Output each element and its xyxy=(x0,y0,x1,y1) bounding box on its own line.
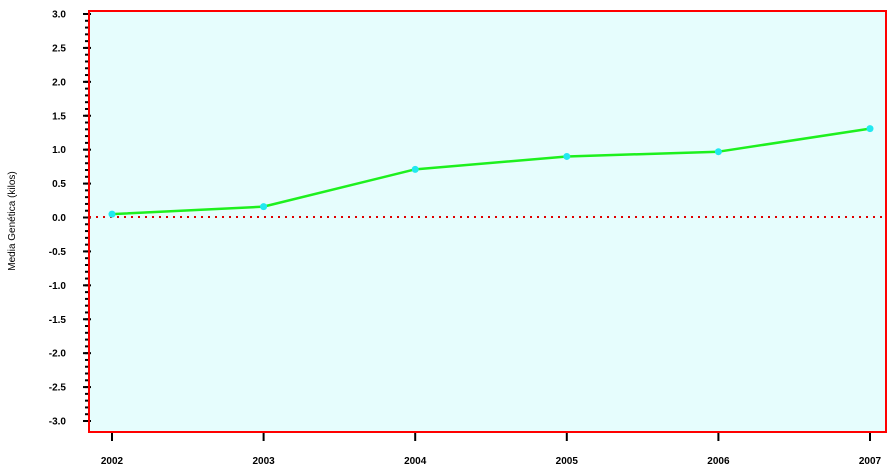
data-point xyxy=(714,148,722,156)
y-tick-label: 2.5 xyxy=(52,43,66,54)
y-tick-label: 1.0 xyxy=(52,145,66,156)
y-axis-ticks: 3.0 2.5 2.0 1.5 1.0 0.5 0.0 -0.5 -1.0 -1.5 -2.0 -2.… xyxy=(49,10,91,428)
y-tick-label: -1.5 xyxy=(49,315,67,326)
data-point xyxy=(563,152,571,160)
y-tick-label: -3.0 xyxy=(49,417,67,428)
y-tick-label: -1.0 xyxy=(49,281,67,292)
y-tick-label: 0.5 xyxy=(52,179,66,190)
y-tick-label: -2.0 xyxy=(49,349,67,360)
data-point xyxy=(411,165,419,173)
data-point xyxy=(866,125,874,133)
x-tick-label: 2005 xyxy=(556,456,579,467)
y-tick-label: -2.5 xyxy=(49,383,67,394)
x-tick-label: 2004 xyxy=(404,456,427,467)
x-tick-label: 2003 xyxy=(252,456,275,467)
y-tick-label: 2.0 xyxy=(52,77,66,88)
x-tick-label: 2006 xyxy=(707,456,730,467)
x-axis-ticks: 2002 2003 2004 2005 2006 2007 xyxy=(101,432,882,467)
x-tick-label: 2007 xyxy=(859,456,882,467)
x-tick-label: 2002 xyxy=(101,456,124,467)
data-point xyxy=(260,203,268,211)
y-axis-title: Media Genética (kilos) xyxy=(7,171,18,270)
plot-frame xyxy=(88,10,887,433)
plot-area xyxy=(89,11,886,432)
series-group xyxy=(108,125,874,218)
data-point xyxy=(108,210,116,218)
y-tick-label: 1.5 xyxy=(52,111,66,122)
y-tick-label: 3.0 xyxy=(52,10,66,21)
y-tick-label: -0.5 xyxy=(49,247,67,258)
y-tick-label: 0.0 xyxy=(52,213,66,224)
series-line xyxy=(111,127,871,216)
